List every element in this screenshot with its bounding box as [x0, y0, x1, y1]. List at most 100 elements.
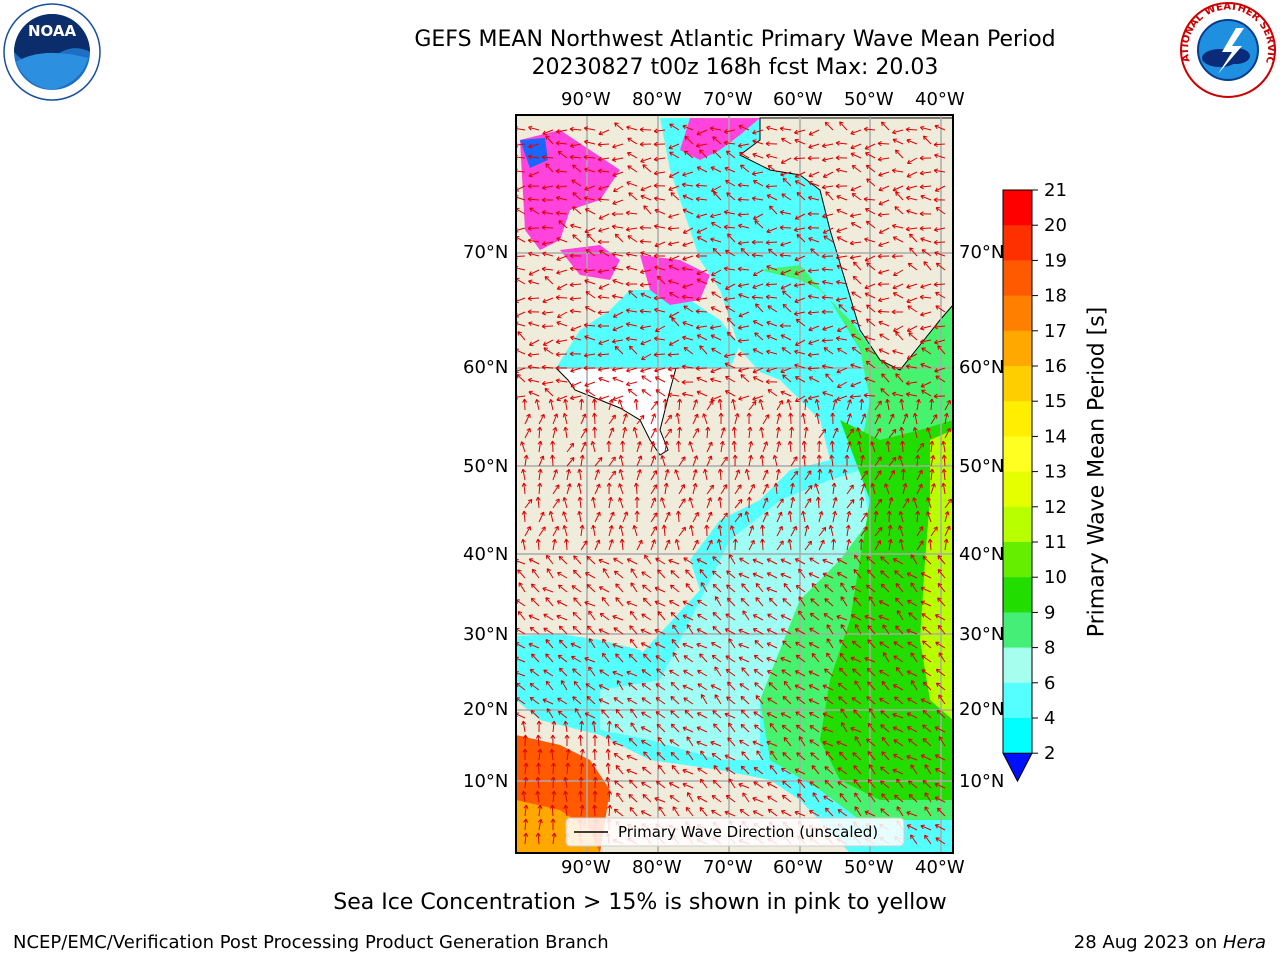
lon-label-bottom: 50°W [844, 857, 894, 878]
wave-direction-arrow [692, 482, 698, 495]
wave-direction-arrow [626, 367, 638, 373]
wave-direction-arrow [920, 381, 932, 388]
wave-direction-arrow [769, 764, 778, 775]
wave-direction-arrow [828, 524, 834, 537]
colorbar-tick-label: 18 [1044, 286, 1067, 307]
wave-direction-arrow [906, 670, 918, 677]
wave-direction-arrow [893, 641, 904, 649]
colorbar-tick-label: 21 [1044, 180, 1067, 201]
wave-direction-arrow [709, 213, 722, 219]
wave-direction-arrow [524, 498, 533, 509]
wave-direction-arrow [556, 269, 568, 275]
wave-direction-arrow [614, 723, 624, 733]
wave-direction-arrow [854, 736, 862, 747]
wave-direction-arrow [557, 697, 568, 705]
wave-direction-arrow [852, 275, 862, 285]
wave-direction-arrow [865, 164, 876, 173]
wave-direction-arrow [695, 308, 708, 314]
wave-direction-arrow [535, 832, 541, 845]
wave-direction-arrow [837, 809, 848, 817]
wave-direction-arrow [835, 254, 848, 260]
wave-direction-arrow [697, 613, 708, 621]
wave-direction-arrow [860, 526, 868, 537]
wave-direction-arrow [636, 539, 643, 551]
wave-direction-arrow [921, 669, 932, 677]
wave-direction-arrow [836, 367, 848, 374]
wave-direction-arrow [790, 470, 799, 481]
wave-direction-arrow [672, 624, 680, 635]
wave-direction-arrow [584, 600, 596, 607]
wave-direction-arrow [569, 253, 582, 259]
wave-direction-arrow [836, 264, 848, 271]
wave-direction-arrow [571, 179, 582, 187]
wave-direction-arrow [625, 322, 638, 327]
wave-direction-arrow [566, 457, 575, 467]
wave-direction-arrow [598, 250, 610, 257]
wave-direction-arrow [584, 208, 596, 215]
map-legend: Primary Wave Direction (unscaled) [565, 817, 905, 847]
wave-direction-arrow [906, 712, 918, 719]
wave-direction-arrow [916, 442, 925, 453]
wave-direction-arrow [804, 540, 812, 551]
wave-direction-arrow [881, 793, 890, 803]
wave-direction-arrow [817, 468, 823, 481]
wave-direction-arrow [867, 639, 876, 649]
wave-direction-arrow [898, 455, 904, 467]
wave-direction-arrow [650, 400, 659, 411]
wave-direction-arrow [919, 339, 932, 345]
wave-direction-arrow [586, 696, 596, 705]
wave-direction-arrow [611, 211, 624, 217]
wave-direction-arrow [669, 151, 680, 159]
wave-direction-arrow [898, 538, 904, 551]
wave-direction-arrow [528, 558, 540, 565]
wave-direction-arrow [877, 297, 890, 303]
wave-direction-arrow [699, 653, 708, 663]
wave-direction-arrow [725, 767, 736, 775]
wave-direction-arrow [807, 195, 820, 201]
wave-direction-arrow [597, 269, 610, 274]
wave-direction-arrow [606, 440, 612, 453]
wave-direction-arrow [868, 596, 876, 607]
wave-direction-arrow [573, 597, 582, 607]
wave-direction-arrow [528, 251, 540, 257]
wave-direction-arrow [588, 610, 596, 621]
wave-direction-arrow [892, 185, 904, 192]
colorbar-segment [1003, 330, 1032, 367]
wave-direction-arrow [821, 364, 834, 369]
wave-direction-arrow [892, 726, 904, 733]
wave-direction-arrow [636, 455, 643, 467]
wave-direction-arrow [866, 178, 876, 187]
wave-direction-arrow [759, 426, 765, 439]
wave-direction-arrow [794, 297, 806, 304]
wave-direction-arrow [836, 236, 848, 243]
wave-direction-arrow [740, 765, 750, 775]
wave-direction-arrow [671, 317, 680, 327]
wave-direction-arrow [766, 670, 778, 677]
wave-direction-arrow [670, 192, 680, 201]
wave-direction-arrow [759, 454, 765, 467]
wave-direction-arrow [682, 614, 694, 621]
wave-direction-arrow [705, 426, 711, 439]
wave-direction-arrow [864, 614, 876, 621]
wave-direction-arrow [668, 782, 680, 789]
wave-direction-arrow [874, 526, 883, 537]
wave-direction-arrow [892, 325, 904, 332]
wave-direction-arrow [696, 642, 708, 649]
wave-direction-arrow [718, 412, 724, 425]
lon-label-bottom: 80°W [632, 857, 682, 878]
wave-direction-arrow [781, 724, 792, 733]
wave-direction-arrow [935, 305, 946, 313]
wave-direction-arrow [849, 213, 862, 218]
wave-direction-arrow [524, 427, 531, 439]
wave-direction-arrow [546, 568, 554, 579]
wave-direction-arrow [936, 807, 946, 817]
wave-direction-arrow [804, 485, 813, 495]
wave-direction-arrow [916, 540, 924, 551]
wave-direction-arrow [924, 792, 932, 803]
wave-direction-arrow [738, 293, 750, 299]
wave-direction-arrow [782, 177, 792, 187]
lon-label-top: 40°W [915, 89, 965, 110]
wave-direction-arrow [884, 483, 890, 495]
wave-direction-arrow [734, 512, 743, 523]
wave-direction-arrow [752, 628, 764, 635]
